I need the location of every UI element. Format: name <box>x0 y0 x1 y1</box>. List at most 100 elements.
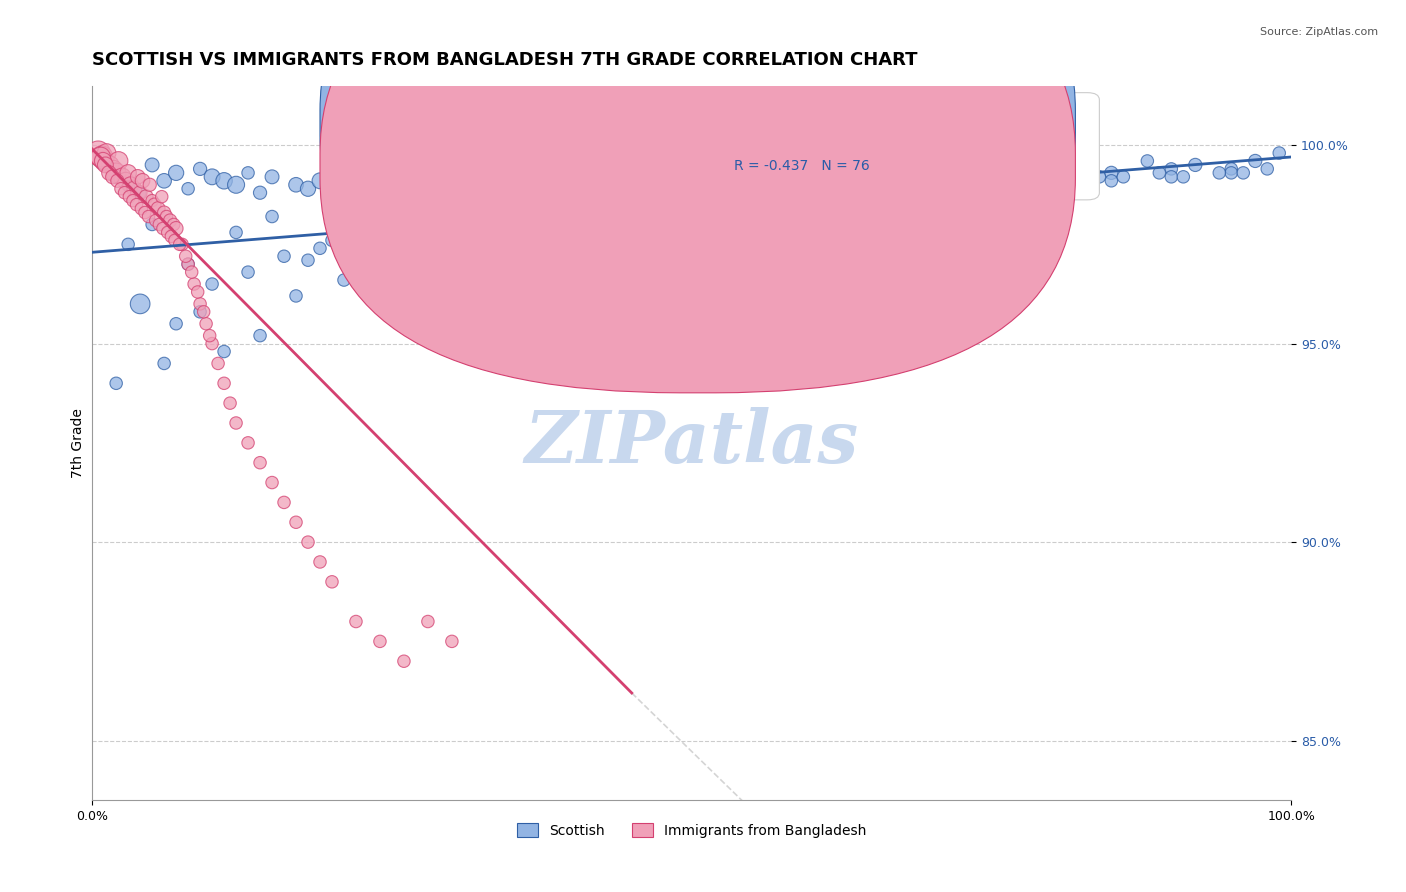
Point <box>309 555 332 569</box>
Point <box>297 182 319 196</box>
Point <box>105 166 128 180</box>
Point <box>127 169 149 184</box>
Point <box>260 169 283 184</box>
Point <box>160 229 183 244</box>
Point <box>201 336 224 351</box>
Point <box>776 169 799 184</box>
Point <box>309 241 332 255</box>
Point <box>87 146 110 161</box>
Point <box>321 178 343 192</box>
Point <box>464 161 486 176</box>
Point <box>537 166 560 180</box>
Point <box>1160 161 1182 176</box>
Point <box>180 265 202 279</box>
Point <box>333 273 356 287</box>
Point <box>416 237 439 252</box>
Point <box>548 218 571 232</box>
Y-axis label: 7th Grade: 7th Grade <box>72 408 86 478</box>
Point <box>177 257 200 271</box>
Point <box>357 174 380 188</box>
Point <box>728 189 751 203</box>
Point <box>249 328 271 343</box>
Point <box>969 174 991 188</box>
Point <box>1149 166 1171 180</box>
Point <box>236 265 259 279</box>
Point <box>321 574 343 589</box>
Point <box>117 178 139 192</box>
Text: R =  0.509   N = 118: R = 0.509 N = 118 <box>734 116 877 129</box>
Point <box>524 202 547 216</box>
Point <box>150 189 173 203</box>
Point <box>1099 174 1122 188</box>
Point <box>125 197 148 211</box>
Point <box>236 435 259 450</box>
Point <box>297 253 319 268</box>
Point <box>789 186 811 200</box>
Point <box>368 634 391 648</box>
Point <box>1160 169 1182 184</box>
Point <box>668 197 690 211</box>
Point <box>416 178 439 192</box>
Point <box>141 218 163 232</box>
Point <box>94 158 117 172</box>
Point <box>1208 166 1230 180</box>
Point <box>129 297 152 311</box>
Point <box>681 166 703 180</box>
Point <box>561 202 583 216</box>
Point <box>117 166 139 180</box>
Point <box>201 169 224 184</box>
Point <box>146 202 169 216</box>
Point <box>212 344 235 359</box>
Point <box>416 615 439 629</box>
Point <box>800 182 823 196</box>
Point <box>134 205 156 219</box>
Point <box>225 416 247 430</box>
Point <box>111 169 134 184</box>
Point <box>114 186 136 200</box>
Point <box>333 166 356 180</box>
Text: R = -0.437   N = 76: R = -0.437 N = 76 <box>734 159 869 172</box>
Point <box>285 178 308 192</box>
Point <box>143 197 166 211</box>
Point <box>453 237 475 252</box>
Point <box>236 166 259 180</box>
Point <box>172 237 194 252</box>
Point <box>159 213 181 227</box>
Point <box>368 229 391 244</box>
Point <box>145 213 167 227</box>
Point <box>105 376 128 391</box>
Point <box>156 226 179 240</box>
Point <box>921 166 943 180</box>
Point <box>513 226 536 240</box>
Point <box>657 158 679 172</box>
Point <box>813 178 835 192</box>
Point <box>344 218 367 232</box>
Point <box>177 257 200 271</box>
Point <box>1052 174 1074 188</box>
FancyBboxPatch shape <box>655 93 1099 200</box>
FancyBboxPatch shape <box>321 0 1076 392</box>
Point <box>1244 153 1267 168</box>
Point <box>117 237 139 252</box>
Point <box>585 174 607 188</box>
Point <box>1232 166 1254 180</box>
Point <box>1088 169 1111 184</box>
Point <box>477 210 499 224</box>
Point <box>921 186 943 200</box>
Point <box>174 249 197 263</box>
Point <box>114 174 136 188</box>
Point <box>188 161 211 176</box>
Point <box>122 182 145 196</box>
Point <box>1028 174 1050 188</box>
Point <box>198 328 221 343</box>
Point <box>165 166 187 180</box>
Point <box>131 174 153 188</box>
Point <box>212 174 235 188</box>
Point <box>135 189 157 203</box>
Point <box>1220 161 1243 176</box>
Point <box>993 174 1015 188</box>
Point <box>249 456 271 470</box>
Legend: Scottish, Immigrants from Bangladesh: Scottish, Immigrants from Bangladesh <box>512 817 872 843</box>
Point <box>1220 166 1243 180</box>
Point <box>381 166 404 180</box>
